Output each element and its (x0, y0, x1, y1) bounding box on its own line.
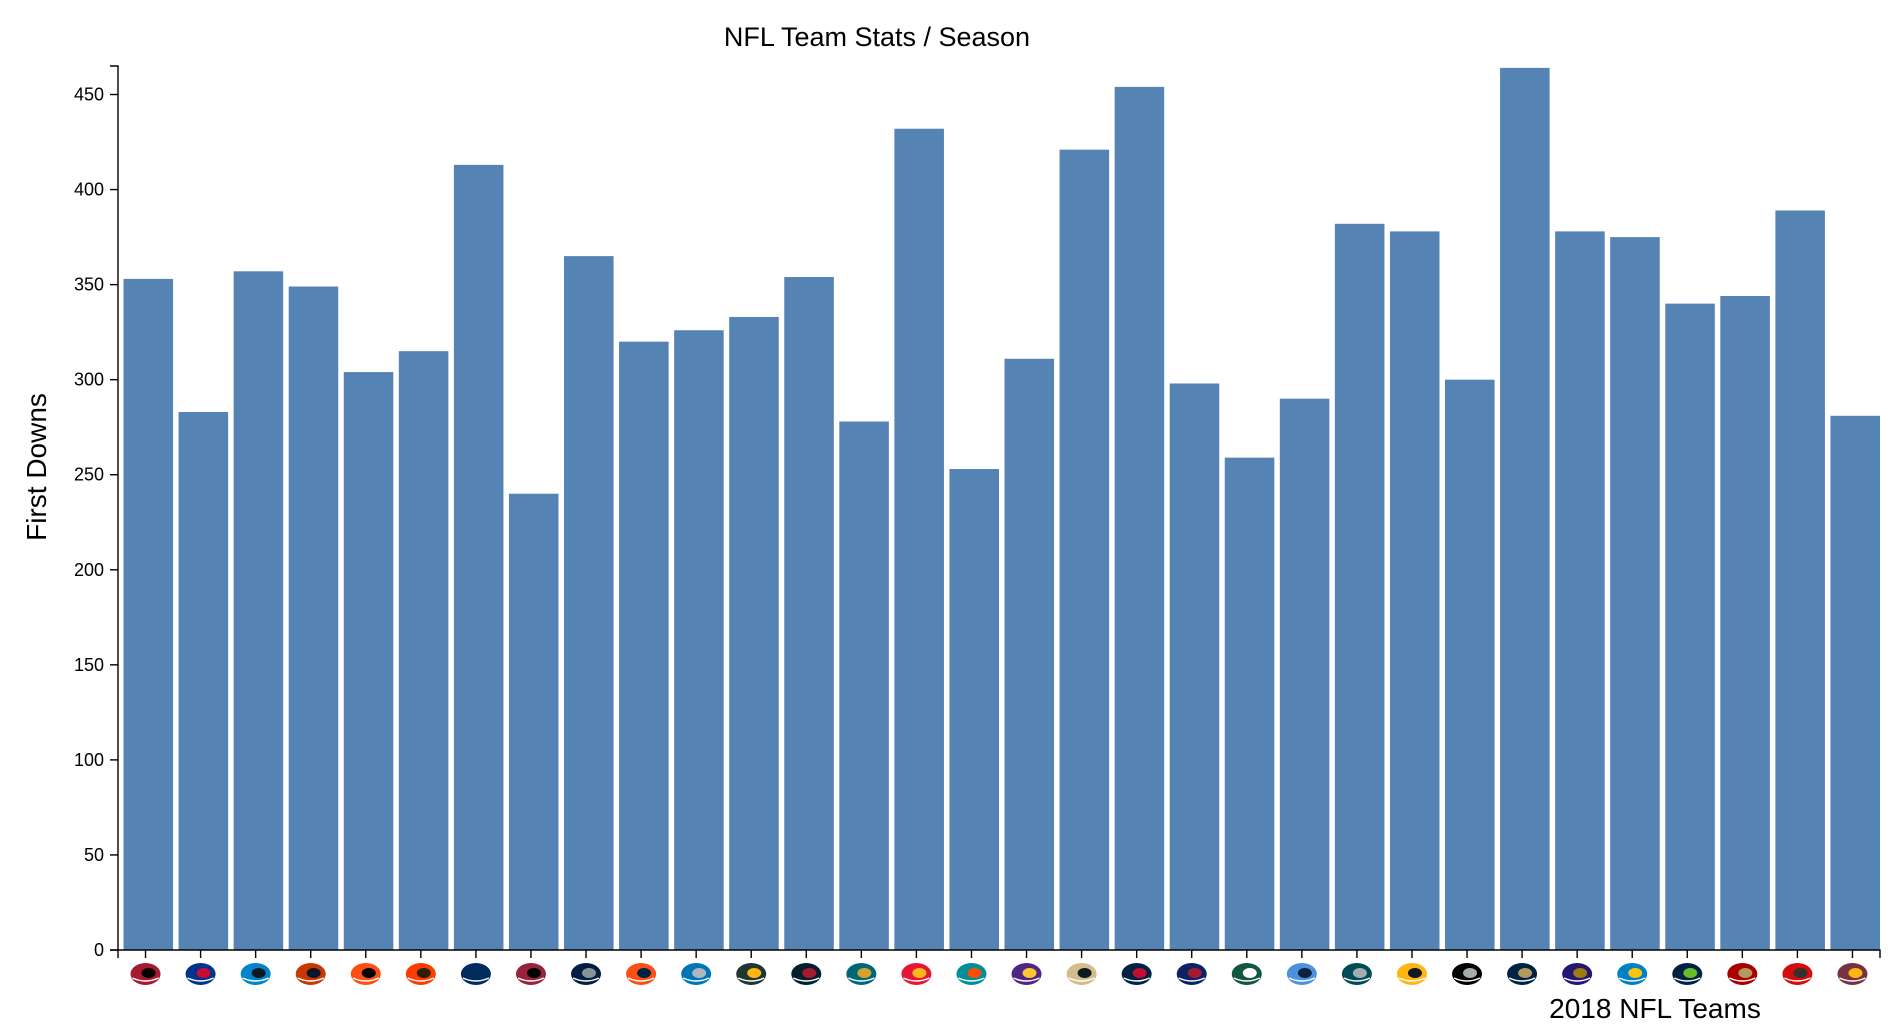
team-logo-sea-icon (1672, 963, 1703, 985)
bar-ind (453, 164, 504, 951)
bar-jax (839, 421, 889, 950)
bar-tb (1775, 210, 1825, 951)
bar-lac (1610, 237, 1660, 951)
team-logo-det-icon (681, 963, 712, 985)
y-tick-label: 300 (74, 370, 104, 390)
team-logo-buf-icon (185, 963, 216, 985)
team-logo-lac-icon (1617, 963, 1648, 985)
team-logo-cle-icon (405, 963, 436, 985)
team-logo-den-icon (626, 963, 657, 985)
y-axis-line (110, 65, 119, 951)
team-logo-gb-icon (736, 963, 767, 985)
team-logo-chi-icon (295, 963, 326, 985)
bar-cle (398, 351, 449, 950)
bar-cin (343, 372, 394, 950)
x-axis (117, 949, 1881, 958)
team-logo-no-icon (1066, 963, 1097, 985)
x-axis-title: 2018 NFL Teams (1549, 993, 1761, 1024)
bar-sf (1720, 296, 1770, 950)
bar-phi (1334, 223, 1385, 951)
chart-title: NFL Team Stats / Season (724, 22, 1030, 52)
team-logo-ari-icon (515, 963, 546, 985)
y-tick-label: 50 (84, 845, 104, 865)
bar-oak (1445, 379, 1495, 950)
team-logo-pit-icon (1396, 963, 1427, 985)
team-logo-cin-icon (350, 963, 381, 985)
team-logo-car-icon (240, 963, 271, 985)
bar-mia (949, 469, 999, 950)
team-logo-ten-icon (1286, 963, 1317, 985)
bar-hou (784, 277, 834, 950)
bar-ari (508, 493, 559, 950)
team-logo-ne-icon (1121, 963, 1152, 985)
y-axis-title: First Downs (21, 393, 52, 541)
team-logo-bal-icon (1562, 963, 1593, 985)
bar-was (1830, 415, 1880, 950)
team-logo-sf-icon (1727, 963, 1758, 985)
team-logo-ind-icon (460, 963, 491, 985)
bar-nyj (1224, 457, 1275, 950)
team-logo-nyg-icon (1176, 963, 1207, 985)
bar-det (674, 330, 724, 950)
team-logo-lar-icon (1507, 963, 1538, 985)
team-logo-was-icon (1837, 963, 1868, 985)
team-logo-atl-icon (130, 963, 161, 985)
team-logo-mia-icon (956, 963, 987, 985)
y-axis: 0 50 100 150 200 250 300 350 400 450 (74, 65, 119, 960)
bar-no (1059, 149, 1110, 950)
bar-bal (1555, 231, 1605, 950)
bar-ten (1279, 398, 1330, 950)
team-logo-min-icon (1011, 963, 1042, 985)
bar-nyg (1169, 383, 1220, 951)
bar-gb (729, 316, 779, 950)
team-logo-tb-icon (1782, 963, 1813, 985)
bar-atl (123, 278, 174, 950)
y-tick-label: 350 (74, 275, 104, 295)
y-tick-label: 150 (74, 655, 104, 675)
y-tick-label: 400 (74, 180, 104, 200)
team-logo-dal-icon (571, 963, 602, 985)
team-logo-jax-icon (846, 963, 877, 985)
y-tick-label: 250 (74, 465, 104, 485)
bar-chi (288, 286, 339, 950)
y-tick-label: 100 (74, 750, 104, 770)
bar-sea (1665, 303, 1715, 950)
team-logo-nyj-icon (1231, 963, 1262, 985)
bar-buf (178, 412, 229, 950)
bar-dal (564, 256, 614, 950)
team-logo-kc-icon (901, 963, 932, 985)
bar-pit (1389, 231, 1440, 950)
y-tick-label: 0 (94, 940, 104, 960)
bar-ne (1114, 86, 1165, 950)
bars-group (123, 67, 1880, 951)
bar-den (619, 341, 669, 950)
bar-car (233, 271, 284, 950)
x-axis-line (117, 949, 1881, 958)
y-tick-label: 200 (74, 560, 104, 580)
bar-min (1004, 358, 1055, 950)
team-logos (130, 963, 1868, 985)
team-logo-hou-icon (791, 963, 822, 985)
bar-kc (894, 128, 944, 951)
bar-lar (1500, 67, 1550, 950)
team-logo-oak-icon (1452, 963, 1483, 985)
y-tick-label: 450 (74, 85, 104, 105)
team-logo-phi-icon (1341, 963, 1372, 985)
